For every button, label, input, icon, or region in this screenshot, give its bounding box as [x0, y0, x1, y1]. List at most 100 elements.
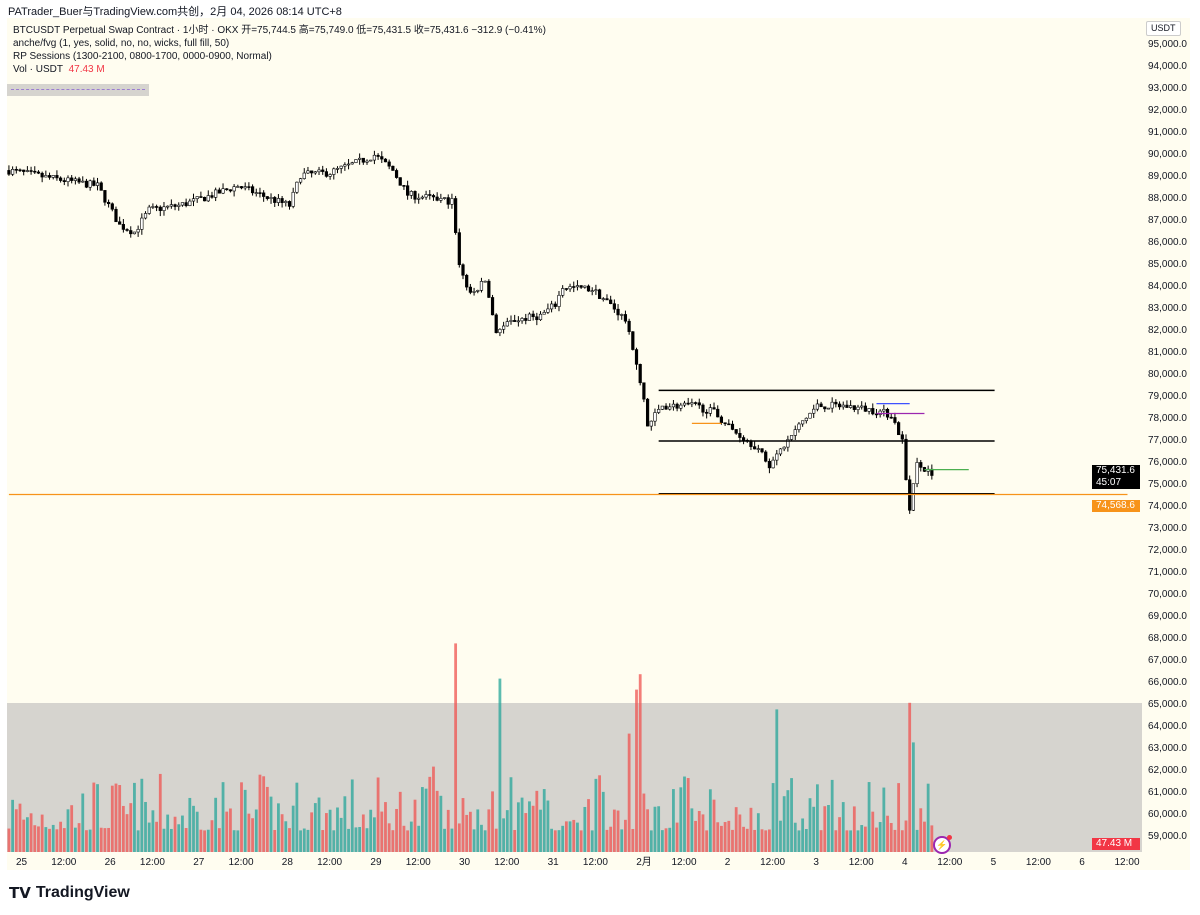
price-tick-label: 74,000.0 — [1148, 501, 1187, 512]
volume-bar — [720, 825, 723, 852]
volume-bar — [716, 822, 720, 852]
tradingview-logo-mark: 𝗧𝗩 — [9, 885, 31, 902]
candle — [524, 318, 528, 321]
volume-label[interactable]: Vol · USDT — [13, 64, 64, 75]
volume-bar — [590, 830, 594, 852]
volume-bar — [269, 796, 273, 852]
candle — [727, 423, 731, 426]
volume-bar — [7, 828, 11, 852]
candle — [837, 403, 842, 408]
volume-bar — [99, 827, 103, 852]
price-tick-label: 78,000.0 — [1148, 413, 1187, 424]
candle — [254, 192, 258, 194]
time-tick-label: 6 — [1079, 857, 1085, 868]
candle — [679, 404, 683, 409]
candle — [490, 297, 495, 316]
volume-bar — [203, 830, 206, 852]
volume-bar — [509, 777, 513, 852]
candle — [7, 170, 11, 175]
volume-bar — [764, 830, 768, 852]
volume-bar — [524, 813, 528, 852]
session-legend-box — [7, 84, 149, 96]
currency-button[interactable]: USDT — [1146, 21, 1181, 36]
candle — [457, 232, 461, 266]
volume-bar — [310, 812, 314, 852]
lightning-icon[interactable]: ⚡ — [933, 835, 952, 854]
candle — [413, 191, 417, 200]
volume-bar — [306, 829, 310, 852]
candle — [40, 172, 44, 178]
volume-bar — [672, 789, 675, 852]
volume-bar — [33, 825, 37, 852]
volume-bar — [446, 809, 450, 852]
candle — [904, 438, 908, 481]
candle — [398, 177, 402, 186]
volume-bar — [73, 827, 77, 852]
volume-bar — [70, 805, 74, 852]
candle — [634, 349, 639, 365]
volume-bar — [229, 808, 232, 852]
volume-bar — [18, 803, 22, 852]
candle — [387, 161, 391, 167]
volume-bar — [435, 790, 439, 852]
price-tick-label: 60,000.0 — [1148, 809, 1187, 820]
volume-bar — [188, 797, 192, 852]
candle — [915, 462, 919, 485]
candle — [236, 186, 240, 188]
candle — [302, 172, 306, 179]
volume-bar — [118, 785, 122, 852]
volume-bar — [380, 811, 384, 852]
volume-bar — [797, 830, 801, 852]
candle — [110, 203, 114, 210]
price-axis-background — [1142, 18, 1190, 870]
volume-bar — [553, 830, 557, 852]
time-tick-label: 12:00 — [848, 857, 874, 868]
candle — [705, 411, 709, 414]
indicator-fvg[interactable]: anche/fvg (1, yes, solid, no, no, wicks,… — [13, 38, 230, 49]
candle — [845, 404, 849, 408]
volume-bar — [793, 822, 797, 852]
symbol-ohlc-line: BTCUSDT Perpetual Swap Contract · 1小时 · … — [13, 25, 546, 36]
volume-bar — [85, 830, 88, 852]
volume-bar — [199, 829, 203, 852]
candle — [919, 462, 923, 468]
volume-bar — [169, 828, 173, 852]
volume-bar — [919, 808, 923, 852]
volume-bar — [690, 808, 694, 852]
volume-bar — [339, 817, 343, 852]
candle — [476, 290, 480, 292]
candle — [103, 190, 107, 203]
candle — [350, 162, 354, 165]
candle — [243, 186, 247, 189]
candle — [442, 197, 447, 199]
time-tick-label: 29 — [370, 857, 382, 868]
candle — [756, 448, 760, 450]
candle — [321, 169, 325, 172]
candle — [66, 177, 70, 182]
volume-bar — [760, 829, 764, 852]
time-tick-label: 30 — [459, 857, 471, 868]
candle — [22, 169, 26, 172]
candle — [812, 408, 816, 414]
volume-bar — [749, 807, 753, 852]
candle — [25, 170, 29, 172]
volume-bar — [373, 817, 376, 852]
volume-bar — [609, 826, 613, 852]
volume-bar — [768, 829, 771, 852]
time-tick-label: 12:00 — [1114, 857, 1140, 868]
volume-bar — [280, 814, 284, 852]
candle — [690, 402, 694, 405]
volume-bar — [871, 811, 875, 852]
candle — [568, 286, 572, 290]
indicator-rp-sessions[interactable]: RP Sessions (1300-2100, 0800-1700, 0000-… — [13, 51, 272, 62]
price-tick-label: 91,000.0 — [1148, 127, 1187, 138]
volume-bar — [147, 822, 151, 852]
volume-bar — [926, 783, 930, 852]
candle — [191, 198, 196, 202]
candle — [361, 157, 365, 163]
candle — [62, 180, 66, 182]
candle — [44, 175, 48, 178]
candle — [605, 298, 609, 301]
volume-bar — [823, 806, 827, 852]
